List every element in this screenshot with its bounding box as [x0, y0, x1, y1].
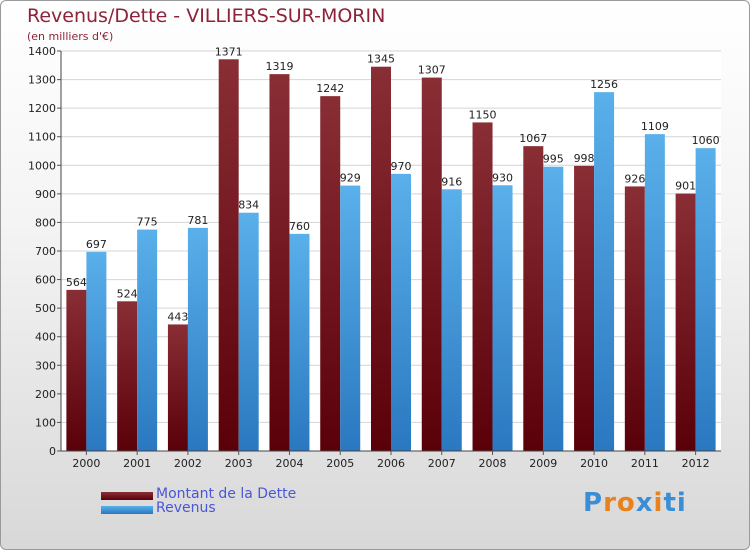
x-tick-label: 2007 [428, 457, 456, 470]
y-tick-label: 1000 [28, 159, 56, 172]
bar-revenus [594, 92, 615, 452]
y-tick-label: 400 [35, 331, 56, 344]
x-tick-label: 2005 [326, 457, 354, 470]
data-label-dette: 1242 [316, 82, 344, 95]
y-tick-label: 700 [35, 245, 56, 258]
data-label-revenus: 929 [340, 172, 361, 185]
data-label-revenus: 995 [543, 153, 564, 166]
y-tick-label: 200 [35, 388, 56, 401]
y-tick-label: 900 [35, 188, 56, 201]
bar-dette [421, 77, 442, 452]
bar-revenus [391, 173, 411, 451]
y-tick-label: 1100 [28, 131, 56, 144]
bar-revenus [441, 189, 462, 452]
x-tick-label: 2008 [479, 457, 507, 470]
bar-revenus [86, 251, 107, 451]
logo-letter: P [583, 488, 604, 518]
data-label-dette: 1371 [215, 45, 243, 58]
logo-letter: t [663, 488, 677, 518]
bar-revenus [644, 134, 665, 451]
logo-letter: i [676, 488, 687, 518]
x-tick-label: 2011 [631, 457, 659, 470]
bar-dette [320, 96, 341, 452]
legend-label-revenus: Revenus [156, 500, 216, 516]
bar-revenus [137, 229, 158, 451]
bar-dette [66, 289, 87, 451]
data-label-dette: 524 [117, 287, 138, 300]
y-tick-label: 1300 [28, 74, 56, 87]
data-label-revenus: 916 [441, 175, 462, 188]
data-label-dette: 1307 [418, 64, 446, 77]
bar-dette [523, 146, 544, 451]
data-label-revenus: 775 [137, 216, 158, 229]
y-tick-label: 600 [35, 274, 56, 287]
bar-dette [371, 66, 391, 451]
data-label-revenus: 697 [86, 238, 107, 251]
data-label-dette: 1067 [519, 132, 547, 145]
bar-dette [167, 324, 188, 451]
bar-dette [117, 301, 138, 451]
y-tick-label: 100 [35, 416, 56, 429]
legend-swatch-dette [101, 492, 153, 500]
bar-revenus [543, 166, 564, 451]
x-tick-label: 2009 [529, 457, 557, 470]
data-label-dette: 443 [167, 310, 188, 323]
bar-revenus [187, 227, 208, 451]
x-tick-label: 2000 [72, 457, 100, 470]
y-tick-label: 1200 [28, 102, 56, 115]
y-tick-label: 500 [35, 302, 56, 315]
x-tick-label: 2003 [225, 457, 253, 470]
bar-dette [269, 74, 290, 452]
logo-letter: r [603, 488, 617, 518]
data-label-revenus: 1256 [590, 78, 618, 91]
y-tick-label: 1400 [28, 45, 56, 58]
bar-revenus [695, 148, 716, 451]
data-label-dette: 926 [624, 172, 645, 185]
x-tick-label: 2004 [275, 457, 303, 470]
x-tick-label: 2001 [123, 457, 151, 470]
data-label-revenus: 930 [492, 171, 513, 184]
proxiti-logo: Proxiti [583, 488, 687, 518]
x-tick-label: 2010 [580, 457, 608, 470]
data-label-revenus: 834 [238, 199, 259, 212]
logo-letter: o [616, 488, 636, 518]
bar-dette [675, 193, 696, 452]
data-label-revenus: 970 [391, 160, 412, 173]
bar-dette [624, 186, 645, 451]
logo-letter: x [635, 488, 654, 518]
x-tick-label: 2012 [682, 457, 710, 470]
data-label-revenus: 1060 [692, 134, 720, 147]
bar-revenus [492, 185, 513, 452]
x-tick-label: 2002 [174, 457, 202, 470]
x-tick-label: 2006 [377, 457, 405, 470]
bar-dette [472, 122, 493, 451]
data-label-dette: 1150 [469, 108, 497, 121]
legend-swatch-revenus [101, 506, 153, 514]
bar-revenus [289, 233, 310, 451]
data-label-revenus: 781 [187, 214, 208, 227]
data-label-dette: 901 [675, 180, 696, 193]
y-tick-label: 800 [35, 216, 56, 229]
data-label-dette: 1345 [367, 53, 395, 66]
chart-title: Revenus/Dette - VILLIERS-SUR-MORIN [27, 5, 386, 27]
chart-subtitle: (en milliers d'€) [27, 30, 114, 43]
bar-dette [218, 59, 239, 452]
y-tick-label: 300 [35, 359, 56, 372]
data-label-dette: 1319 [265, 60, 293, 73]
data-label-revenus: 760 [289, 220, 310, 233]
data-label-dette: 564 [66, 276, 87, 289]
bar-dette [574, 165, 595, 451]
logo-letter: i [653, 488, 664, 518]
bar-revenus [340, 185, 361, 452]
bar-revenus [238, 212, 259, 451]
legend-label-dette: Montant de la Dette [156, 486, 297, 502]
data-label-revenus: 1109 [641, 120, 669, 133]
y-tick-label: 0 [49, 445, 56, 458]
data-label-dette: 998 [574, 152, 595, 165]
